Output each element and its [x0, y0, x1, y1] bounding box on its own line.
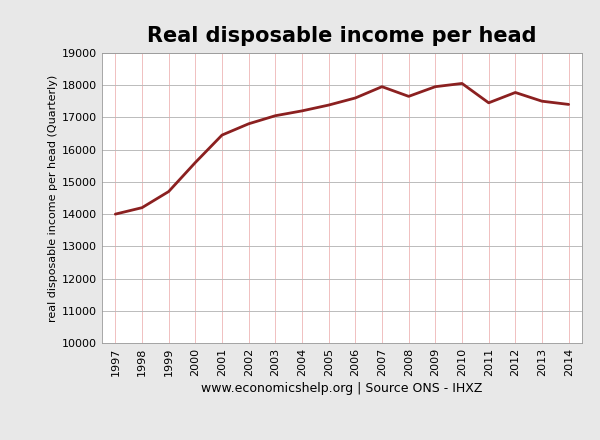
X-axis label: www.economicshelp.org | Source ONS - IHXZ: www.economicshelp.org | Source ONS - IHX…: [202, 382, 482, 395]
Title: Real disposable income per head: Real disposable income per head: [147, 26, 537, 46]
Y-axis label: real disposable income per head (Quarterly): real disposable income per head (Quarter…: [48, 74, 58, 322]
